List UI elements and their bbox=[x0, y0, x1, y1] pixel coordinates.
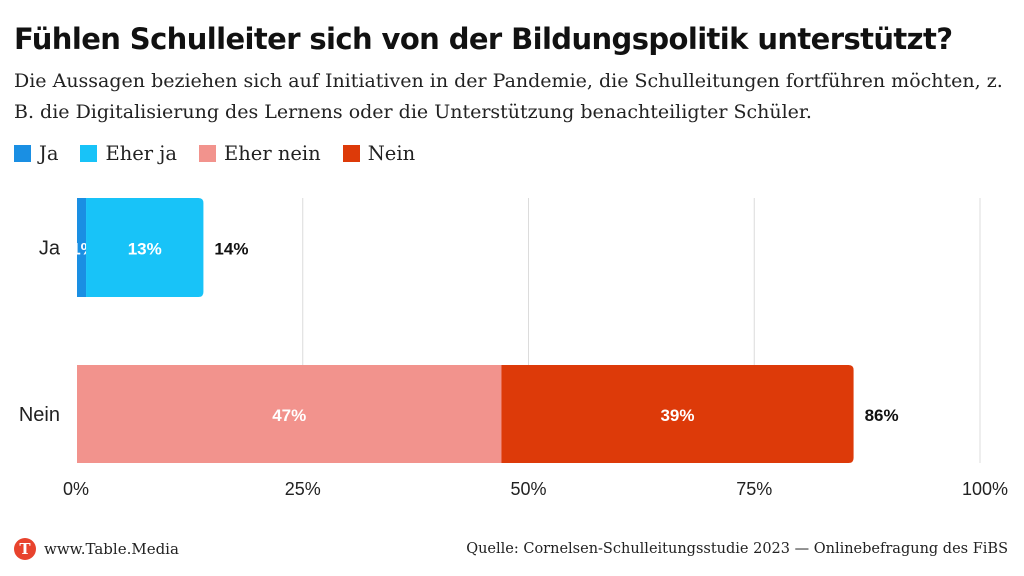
legend-swatch-ja bbox=[14, 145, 31, 162]
bar-chart: 0% 25% 50% 75% 100%Ja 1% 13% 14%Nein 47% 39% 86% bbox=[19, 198, 1008, 499]
legend: Ja Eher ja Eher nein Nein bbox=[14, 142, 437, 165]
legend-label-eher-nein: Eher nein bbox=[223, 142, 321, 165]
x-tick-label: 25% bbox=[285, 479, 321, 499]
data-label: 13% bbox=[128, 240, 162, 259]
bar-segment-nein-eher-nein bbox=[77, 365, 502, 463]
legend-item-nein: Nein bbox=[342, 142, 416, 165]
legend-item-ja: Ja bbox=[14, 142, 58, 165]
chart-title: Fühlen Schulleiter sich von der Bildungs… bbox=[14, 22, 953, 56]
bar-segment-nein-nein bbox=[501, 365, 854, 463]
footer-brand: T www.Table.Media bbox=[14, 538, 179, 560]
bar-segment-ja-ja bbox=[77, 198, 87, 297]
y-category-label: Ja bbox=[39, 238, 61, 260]
legend-swatch-eher-nein bbox=[198, 145, 216, 162]
legend-item-eher-nein: Eher nein bbox=[198, 142, 321, 165]
legend-swatch-eher-ja bbox=[80, 145, 98, 162]
x-tick-label: 0% bbox=[63, 479, 89, 499]
bar-segment-ja-eher-ja bbox=[86, 198, 204, 297]
footer-source: Quelle: Cornelsen-Schulleitungsstudie 20… bbox=[466, 541, 1008, 557]
legend-label-eher-ja: Eher ja bbox=[105, 142, 177, 165]
y-category-label: Nein bbox=[19, 404, 60, 426]
legend-label-ja: Ja bbox=[39, 142, 59, 165]
x-tick-label: 75% bbox=[736, 479, 772, 499]
x-tick-label: 50% bbox=[510, 479, 546, 499]
legend-label-nein: Nein bbox=[367, 142, 416, 165]
legend-swatch-nein bbox=[342, 145, 360, 162]
table-media-logo: T bbox=[14, 538, 36, 560]
total-label: 14% bbox=[214, 240, 248, 259]
total-label: 86% bbox=[865, 406, 899, 425]
legend-item-eher-ja: Eher ja bbox=[80, 142, 177, 165]
data-label: 47% bbox=[272, 406, 306, 425]
chart-subtitle: Die Aussagen beziehen sich auf Initiativ… bbox=[14, 70, 1003, 123]
data-label: 39% bbox=[660, 406, 694, 425]
x-tick-label: 100% bbox=[962, 479, 1008, 499]
footer-site: www.Table.Media bbox=[44, 540, 179, 558]
